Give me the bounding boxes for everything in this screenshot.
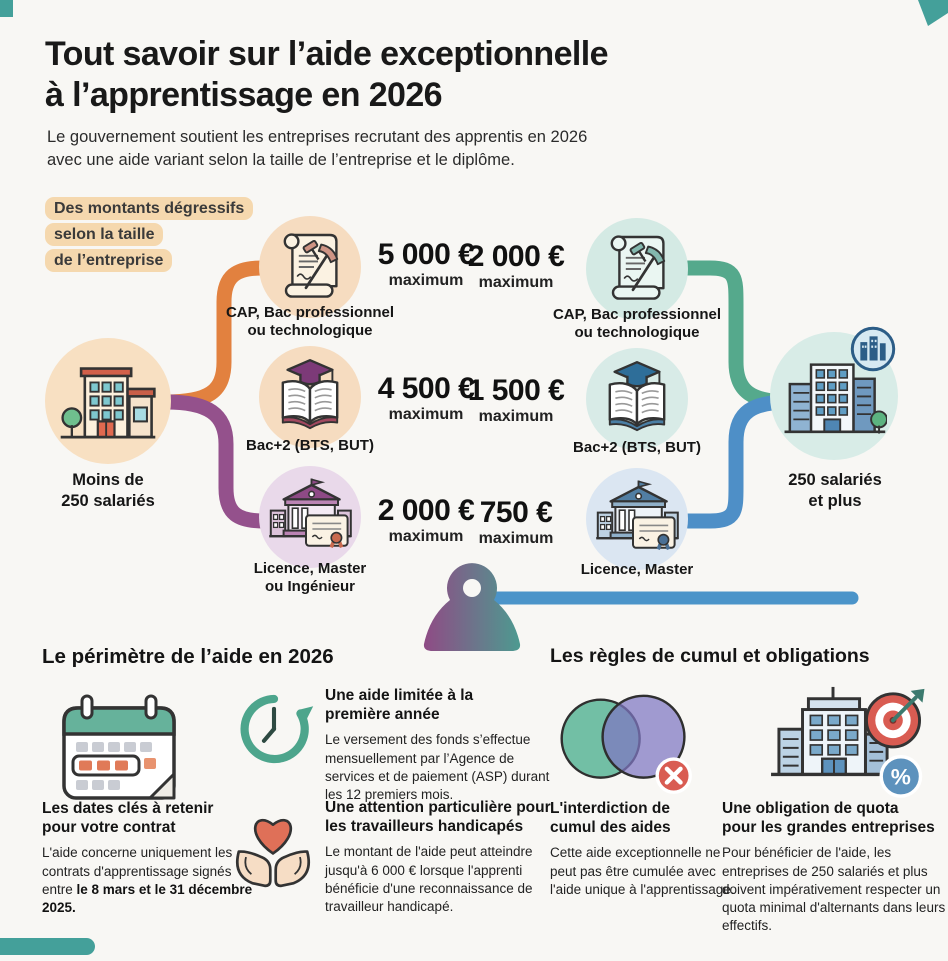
small-cap-node xyxy=(259,216,361,318)
university-certificate-icon xyxy=(593,479,681,559)
diploma-scroll-icon xyxy=(597,229,677,309)
dates-body: L'aide concerne uniquement les contrats … xyxy=(42,844,264,916)
small-cap-label: CAP, Bac professionnel ou technologique xyxy=(225,304,395,340)
large-bac2-node xyxy=(586,348,688,450)
connector-small-bottom xyxy=(158,394,358,529)
large-company-buildings-icon xyxy=(784,363,887,434)
amount-value: 750 € xyxy=(479,496,553,529)
perimeter-heading: Le périmètre de l’aide en 2026 xyxy=(42,645,334,668)
amount-suffix: maximum xyxy=(478,274,554,291)
book-graduation-icon xyxy=(270,357,350,437)
no-cumul-body: Cette aide exceptionnelle ne peut pas êt… xyxy=(550,845,735,897)
building-target-icon: % xyxy=(736,683,931,806)
heart-hands-icon xyxy=(228,800,318,893)
amount-suffix: maximum xyxy=(388,272,464,289)
large-cap-node xyxy=(586,218,688,320)
dates-body-bold: le 8 mars et le 31 décembre 2025. xyxy=(42,881,253,915)
large-master-label: Licence, Master xyxy=(580,561,694,578)
small-company-label: Moins de 250 salariés xyxy=(61,471,155,510)
corner-accent-bottom-left xyxy=(0,938,95,955)
dates-body-text: L'aide concerne uniquement les contrats … xyxy=(42,845,233,897)
first-year-item: Une aide limitée à la première année Le … xyxy=(325,686,567,804)
first-year-body: Le versement des fonds s’effectue mensue… xyxy=(325,732,550,802)
amount-suffix: maximum xyxy=(388,528,464,545)
skyscraper-badge xyxy=(850,326,896,377)
book-graduation-icon xyxy=(597,359,677,439)
small-master-label: Licence, Master ou Ingénieur xyxy=(253,560,367,596)
amount-suffix: maximum xyxy=(478,408,554,425)
large-master-node xyxy=(586,468,688,570)
small-company-building-icon xyxy=(60,367,156,439)
quota-title: Une obligation de quota pour les grandes… xyxy=(722,800,935,837)
calendar-icon xyxy=(56,690,186,810)
amount-suffix: maximum xyxy=(388,406,464,423)
connector-large-bottom xyxy=(680,394,798,529)
large-company-label: 250 salariés et plus xyxy=(788,471,882,510)
balance-fulcrum-hole xyxy=(463,579,481,597)
small-cap-amount: 5 000 € maximum xyxy=(362,238,490,290)
corner-accent-top-left xyxy=(0,0,13,17)
large-company-node xyxy=(770,332,898,460)
quota-body: Pour bénéficier de l'aide, les entrepris… xyxy=(722,845,946,933)
small-bac2-amount: 4 500 € maximum xyxy=(362,372,490,424)
corner-accent-top-right xyxy=(918,0,948,26)
first-year-title: Une aide limitée à la première année xyxy=(325,687,474,724)
degressive-amounts-badge: Des montants dégressifs selon la taille … xyxy=(45,196,281,274)
balance-fulcrum xyxy=(423,563,521,651)
no-cumul-title: L'interdiction de cumul des aides xyxy=(550,800,671,837)
venn-no-cumul-icon xyxy=(550,688,700,805)
disabled-workers-item: Une attention particulière pour les trav… xyxy=(325,798,577,916)
diploma-scroll-icon xyxy=(270,227,350,307)
percent-glyph: % xyxy=(891,764,911,789)
rules-heading: Les règles de cumul et obligations xyxy=(550,645,870,667)
large-cap-label: CAP, Bac professionnel ou technologique xyxy=(552,306,722,342)
clock-icon xyxy=(233,688,315,775)
dates-title: Les dates clés à retenir pour votre cont… xyxy=(42,800,214,837)
amount-value: 1 500 € xyxy=(467,374,565,407)
large-master-amount: 750 € maximum xyxy=(452,496,580,548)
disabled-workers-body: Le montant de l'aide peut atteindre jusq… xyxy=(325,844,533,914)
amount-value: 2 000 € xyxy=(377,494,475,527)
large-bac2-label: Bac+2 (BTS, BUT) xyxy=(573,439,701,456)
university-certificate-icon xyxy=(266,477,354,557)
small-master-amount: 2 000 € maximum xyxy=(362,494,490,546)
large-cap-amount: 2 000 € maximum xyxy=(452,240,580,292)
small-master-node xyxy=(259,466,361,568)
page-title: Tout savoir sur l’aide exceptionnelle à … xyxy=(45,35,608,114)
amount-value: 5 000 € xyxy=(377,238,475,271)
small-company-node xyxy=(45,338,171,464)
small-bac2-label: Bac+2 (BTS, BUT) xyxy=(246,437,374,454)
amount-suffix: maximum xyxy=(478,530,554,547)
small-bac2-node xyxy=(259,346,361,448)
disabled-workers-title: Une attention particulière pour les trav… xyxy=(325,799,551,836)
large-bac2-amount: 1 500 € maximum xyxy=(452,374,580,426)
amount-value: 4 500 € xyxy=(377,372,475,405)
amount-value: 2 000 € xyxy=(467,240,565,273)
no-cumul-item: L'interdiction de cumul des aides Cette … xyxy=(550,799,740,899)
skyscraper-badge-icon xyxy=(850,326,896,372)
quota-item: Une obligation de quota pour les grandes… xyxy=(722,799,947,935)
dates-item: Les dates clés à retenir pour votre cont… xyxy=(42,799,264,917)
page-subtitle: Le gouvernement soutient les entreprises… xyxy=(47,128,588,169)
